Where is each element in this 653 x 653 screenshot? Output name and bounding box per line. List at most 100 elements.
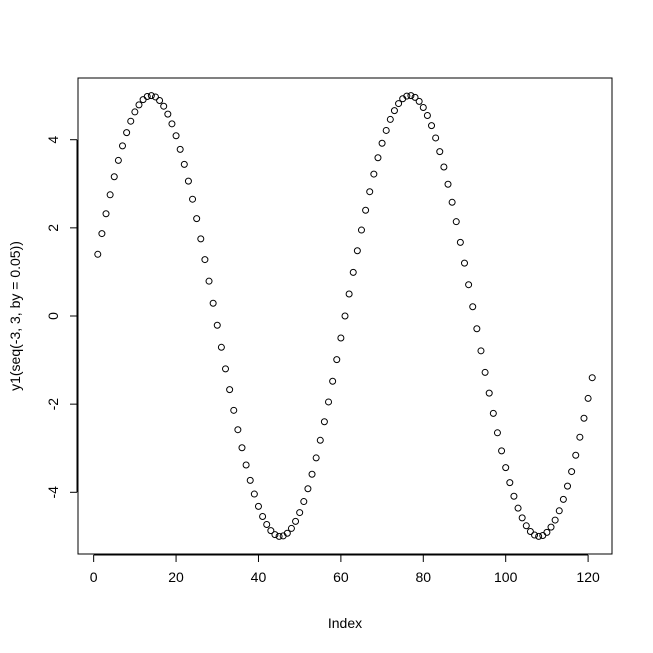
- point: [518, 514, 526, 522]
- point: [213, 321, 221, 329]
- point: [555, 507, 563, 515]
- point: [193, 215, 201, 223]
- point: [357, 226, 365, 234]
- point: [564, 482, 571, 490]
- point: [493, 429, 501, 437]
- point: [325, 398, 333, 406]
- point: [489, 409, 497, 417]
- point: [205, 277, 213, 285]
- point: [304, 485, 312, 493]
- x-tick-label: 120: [576, 569, 600, 585]
- point: [584, 394, 592, 402]
- point: [568, 468, 576, 476]
- point: [428, 122, 436, 130]
- x-tick-label: 80: [415, 569, 431, 585]
- y-tick-label: 2: [45, 224, 61, 232]
- point: [366, 188, 374, 196]
- point: [349, 268, 357, 276]
- point: [147, 92, 155, 100]
- point: [432, 134, 440, 142]
- point: [423, 111, 431, 119]
- point: [275, 532, 283, 540]
- point: [102, 210, 110, 218]
- point: [444, 180, 452, 188]
- point: [156, 96, 164, 104]
- point: [469, 303, 477, 311]
- point: [337, 334, 345, 342]
- point: [374, 154, 382, 162]
- x-axis-label: Index: [328, 615, 362, 631]
- point: [498, 447, 506, 455]
- point: [531, 531, 539, 539]
- point: [316, 436, 324, 444]
- y-tick-label: 0: [45, 312, 61, 320]
- x-tick-label: 100: [494, 569, 518, 585]
- point: [436, 148, 444, 156]
- point: [217, 343, 225, 351]
- point: [127, 117, 135, 125]
- point: [287, 524, 295, 532]
- point: [419, 104, 427, 112]
- point: [176, 145, 184, 153]
- point: [271, 531, 279, 539]
- point: [123, 129, 131, 137]
- point: [151, 93, 159, 101]
- point: [246, 476, 254, 484]
- point: [184, 177, 192, 185]
- point: [329, 377, 337, 385]
- point: [164, 110, 172, 118]
- point: [189, 195, 197, 203]
- y-tick-label: -4: [45, 486, 61, 499]
- point: [378, 139, 386, 147]
- point: [535, 532, 543, 540]
- point: [572, 451, 580, 459]
- point: [333, 356, 341, 364]
- point: [403, 92, 411, 100]
- x-tick-label: 20: [168, 569, 184, 585]
- point: [411, 93, 419, 101]
- point: [506, 479, 514, 487]
- point: [168, 120, 176, 128]
- x-tick-label: 60: [333, 569, 349, 585]
- point: [98, 230, 106, 238]
- point: [510, 492, 518, 500]
- point: [143, 93, 151, 101]
- point: [580, 414, 588, 422]
- plot-box: [77, 77, 613, 555]
- point: [197, 235, 205, 243]
- point: [312, 454, 320, 462]
- point: [222, 365, 230, 373]
- point: [209, 299, 217, 307]
- y-axis-label: y1(seq(-3, 3, by = 0.05)): [7, 241, 23, 391]
- point: [250, 490, 258, 498]
- point: [308, 470, 316, 478]
- point: [465, 281, 473, 289]
- point: [283, 529, 291, 537]
- point: [477, 347, 485, 355]
- point: [201, 256, 209, 264]
- point: [547, 523, 555, 531]
- point: [526, 528, 534, 536]
- point: [588, 374, 596, 382]
- point: [160, 102, 168, 110]
- point: [440, 163, 448, 171]
- point: [395, 100, 403, 108]
- point: [254, 502, 262, 510]
- point: [543, 528, 551, 536]
- point: [135, 101, 143, 109]
- point: [119, 142, 126, 150]
- point: [114, 156, 122, 164]
- point: [362, 206, 370, 214]
- point: [514, 504, 522, 512]
- point: [390, 107, 398, 115]
- point: [242, 461, 250, 469]
- point: [131, 108, 139, 116]
- point: [370, 170, 378, 178]
- point: [473, 325, 481, 333]
- point: [172, 132, 180, 140]
- point: [407, 92, 415, 100]
- point: [106, 191, 114, 199]
- point: [139, 96, 147, 104]
